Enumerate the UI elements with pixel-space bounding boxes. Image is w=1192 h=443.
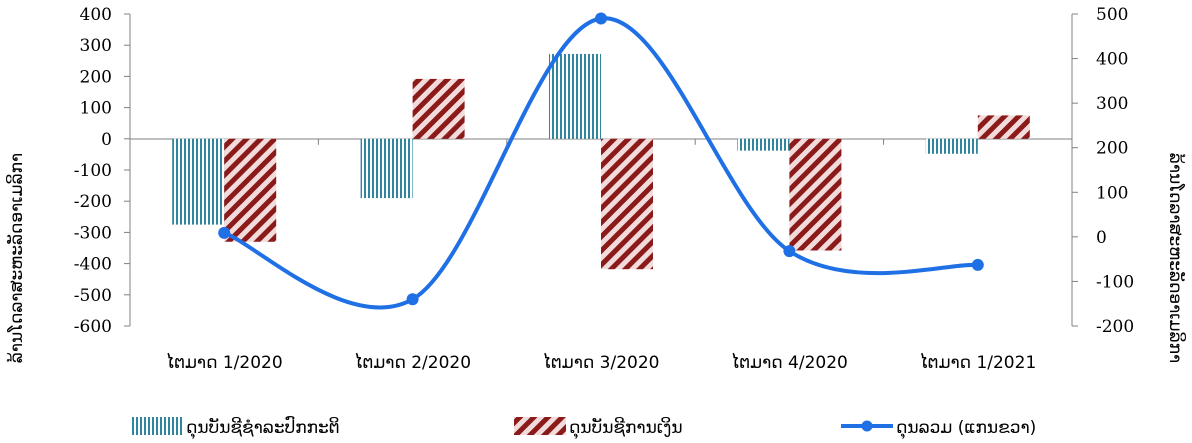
left-tick-label: -400 [74,255,112,275]
legend-label-overall-balance: ດຸນລວມ (ແກນຂວາ) [896,418,1036,440]
bar-financial-account [412,78,465,139]
right-tick-label: 500 [1096,5,1128,25]
left-tick-label: -200 [74,192,112,212]
bar-current-account [172,138,225,225]
legend-swatch-financial-account [514,417,566,435]
left-tick-label: -600 [74,317,112,337]
overall-balance-point [406,293,419,306]
left-tick-label: 0 [101,130,112,150]
left-tick-label: 300 [80,36,112,56]
right-tick-label: 0 [1096,228,1107,248]
legend: ດຸນບັນຊີຊໍາລະປົກກະຕິ ດຸນບັນຊີການເງິນ ດຸນ… [131,414,1036,440]
right-tick-label: 300 [1096,94,1128,114]
bar-current-account [925,138,978,154]
left-axis-title: ລ້ານໂດລາສະຫະລັດອາເມລິກາ [5,153,27,363]
right-tick-label: 400 [1096,50,1128,70]
bar-current-account [549,53,601,139]
left-tick-label: -500 [74,286,112,306]
left-y-ticks: 400 300 200 100 0 -100 -200 -300 -400 -500 -600 [74,5,130,337]
bar-financial-account [601,138,653,270]
left-tick-label: -100 [74,161,112,181]
bar-financial-account [977,115,1030,139]
right-y-ticks: 500 400 300 200 100 0 -100 -200 [1072,5,1134,337]
left-tick-label: 200 [80,67,112,87]
left-tick-label: -300 [74,223,112,243]
legend-swatch-current-account [131,417,183,435]
category-label: ໄຕມາດ 4/2020 [731,352,848,373]
overall-balance-point [595,12,607,25]
bar-current-account [360,138,413,199]
legend-label-current-account: ດຸນບັນຊີຊໍາລະປົກກະຕິ [186,414,340,440]
left-tick-label: 100 [80,99,112,119]
right-axis-title: ລ້ານໂດລາສະຫະລັດອາເມລິກາ [1165,153,1187,363]
category-label: ໄຕມາດ 3/2020 [543,352,660,373]
legend-marker-overall-balance [861,420,873,432]
left-tick-label: 400 [80,5,112,25]
right-tick-label: -100 [1096,272,1134,292]
bar-financial-account [224,138,277,242]
x-category-ticks: ໄຕມາດ 1/2020 ໄຕມາດ 2/2020 ໄຕມາດ 3/2020 ໄຕມາ… [166,138,1036,373]
category-label: ໄຕມາດ 2/2020 [354,352,471,373]
legend-label-financial-account: ດຸນບັນຊີການເງິນ [569,416,683,440]
right-tick-label: 100 [1096,183,1128,203]
bar-current-account [737,138,790,151]
overall-balance-point [218,226,231,239]
overall-balance-point [971,258,984,271]
bar-financial-account [789,138,842,251]
overall-balance-point [783,245,796,258]
line-series-group [218,12,984,310]
category-label: ໄຕມາດ 1/2021 [919,352,1036,373]
right-tick-label: 200 [1096,139,1128,159]
right-tick-label: -200 [1096,317,1134,337]
category-label: ໄຕມາດ 1/2020 [166,352,283,373]
bars-group [172,53,1030,270]
